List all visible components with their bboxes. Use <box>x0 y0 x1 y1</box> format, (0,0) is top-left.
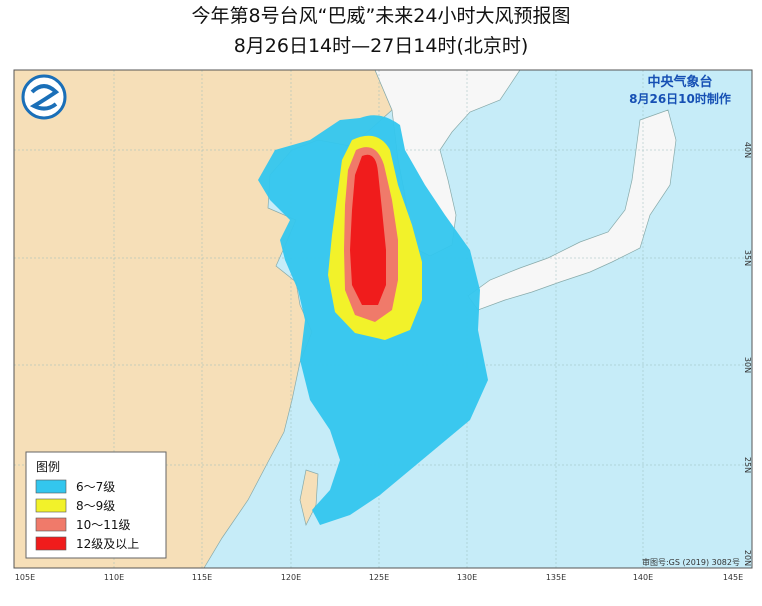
map-frame <box>13 69 753 569</box>
taiwan-land <box>299 469 319 527</box>
legend-label: 8～9级 <box>76 499 115 513</box>
legend: 图例 6～7级 8～9级 10～11级 12级及以上 <box>25 451 167 559</box>
map <box>13 69 753 569</box>
legend-label: 12级及以上 <box>76 537 139 551</box>
legend-swatch <box>35 517 67 532</box>
approval: 审图号:GS (2019) 3082号 <box>642 557 740 567</box>
lat-label: 30N <box>743 357 752 373</box>
agency-time: 8月26日10时制作 <box>629 91 731 106</box>
legend-title: 图例 <box>36 460 60 474</box>
lat-label: 25N <box>743 457 752 473</box>
lon-label: 115E <box>192 573 212 582</box>
legend-swatch <box>35 479 67 494</box>
lon-label: 125E <box>369 573 389 582</box>
lon-label: 105E <box>15 573 35 582</box>
subtitle: 8月26日14时—27日14时(北京时) <box>234 35 529 57</box>
lat-label: 35N <box>743 250 752 266</box>
japan-land <box>467 109 677 311</box>
lat-label: 40N <box>743 142 752 158</box>
lon-label: 135E <box>546 573 566 582</box>
lon-label: 145E <box>723 573 743 582</box>
agency-name: 中央气象台 <box>647 74 712 90</box>
lat-labels: 40N 35N 30N 25N 20N <box>743 142 752 566</box>
lon-labels: 105E 110E 115E 120E 125E 130E 135E 140E 145E <box>15 573 743 582</box>
title: 今年第8号台风“巴威”未来24小时大风预报图 <box>192 5 571 27</box>
legend-label: 10～11级 <box>76 518 131 532</box>
lon-label: 120E <box>281 573 301 582</box>
legend-swatch <box>35 498 67 513</box>
lon-label: 110E <box>104 573 124 582</box>
legend-swatch <box>35 536 67 551</box>
lat-label: 20N <box>743 550 752 566</box>
logo <box>21 74 67 120</box>
lon-label: 130E <box>457 573 477 582</box>
wind-12-plus <box>350 154 386 305</box>
lon-label: 140E <box>633 573 653 582</box>
legend-label: 6～7级 <box>76 480 115 494</box>
